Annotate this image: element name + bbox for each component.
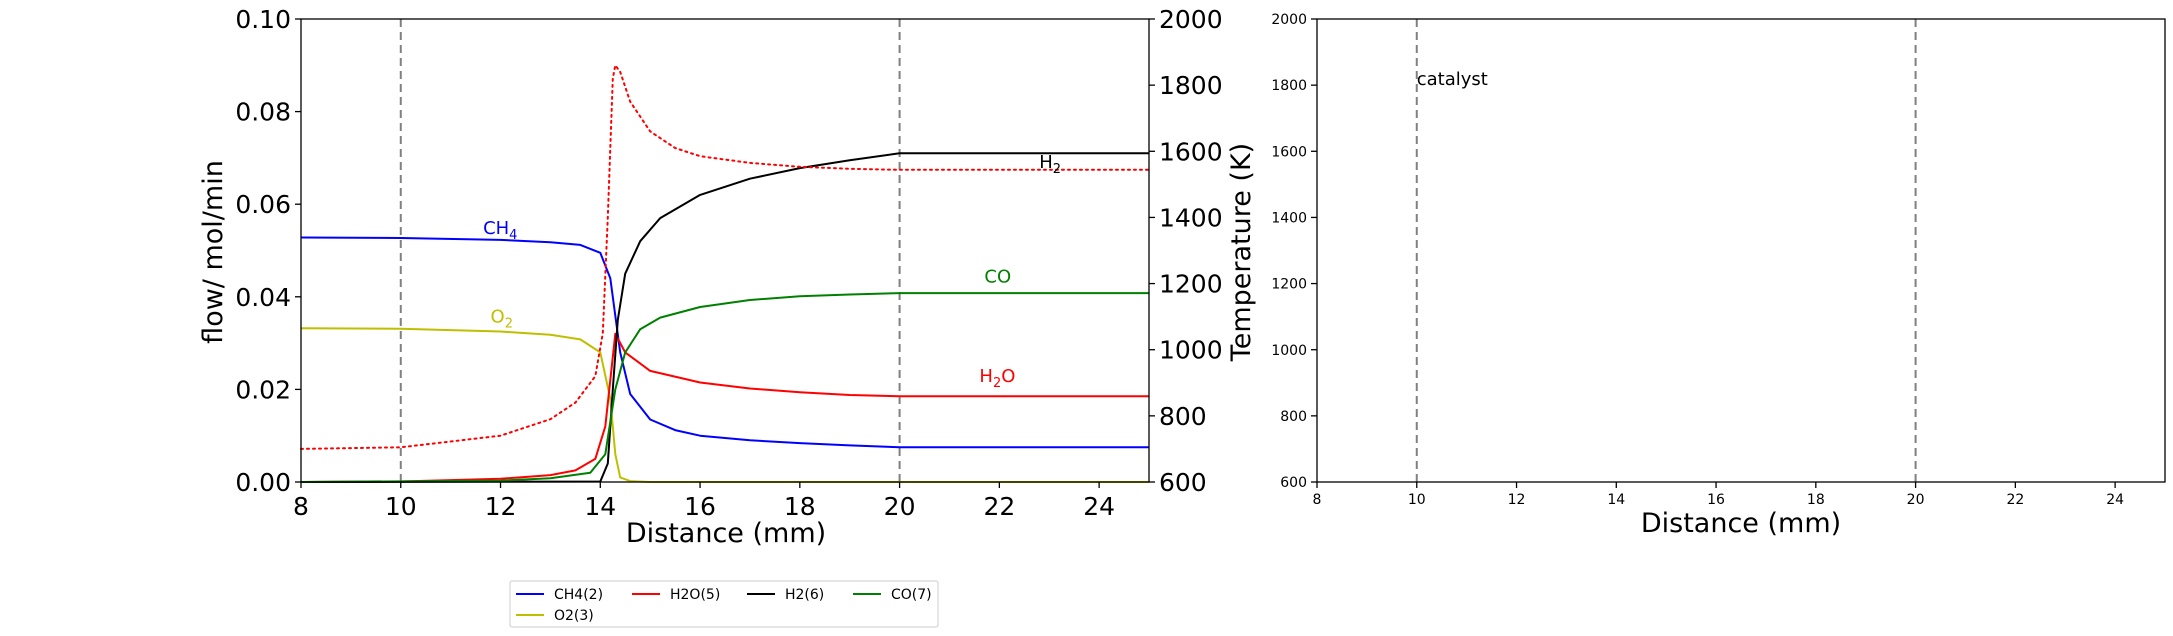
- legend-entry-label: H2O(5): [670, 587, 720, 603]
- y-tick-label: 1600: [1271, 144, 1307, 160]
- series-co-7-line: [300, 292, 1149, 483]
- annotation-label: CO: [984, 266, 1011, 287]
- legend-frame: [509, 580, 939, 628]
- x-tick-label: 12: [485, 492, 517, 521]
- legend-entry-label: H2(6): [785, 587, 824, 603]
- y-tick-label: 1400: [1271, 210, 1307, 226]
- left-y2-axis-label: Temperature (K): [1226, 143, 1257, 362]
- annotation-label: H2O: [979, 366, 1015, 391]
- x-tick-label: 10: [1408, 492, 1426, 508]
- x-tick-label: 22: [2006, 492, 2024, 508]
- annotation-label: CH4: [483, 218, 517, 243]
- plot-frame: [1316, 18, 2166, 483]
- x-tick-label: 24: [2106, 492, 2124, 508]
- annotation-label: O2: [491, 306, 513, 331]
- series-h2-6-line: [300, 152, 1149, 483]
- y2-tick-label: 1000: [1159, 336, 1223, 365]
- plot-frame: [300, 18, 1150, 483]
- x-tick-label: 10: [385, 492, 417, 521]
- y2-tick-label: 800: [1159, 402, 1207, 431]
- y-tick-label: 1800: [1271, 78, 1307, 94]
- y-tick-label: 1000: [1271, 343, 1307, 359]
- x-tick-label: 8: [293, 492, 309, 521]
- catalyst-temperature-chart: Distance (mm) 8 10 12 14 16 18 20 22 24 600 800 100…: [1271, 12, 2166, 539]
- y2-tick-label: 2000: [1159, 5, 1223, 34]
- left-y-axis-label: flow/ mol/min: [198, 160, 229, 344]
- series-ch4-2-line: [300, 236, 1149, 449]
- x-tick-label: 18: [1807, 492, 1825, 508]
- flow-temperature-chart: Distance (mm) flow/ mol/min Temperature …: [198, 5, 1257, 549]
- y2-tick-label: 1400: [1159, 203, 1223, 232]
- series-temperature-line: [300, 64, 1150, 450]
- y-tick-label: 600: [1280, 475, 1307, 491]
- x-tick-label: 24: [1083, 492, 1115, 521]
- legend: CH4(2) H2O(5) H2(6) CO(7) O2(3): [509, 580, 939, 628]
- y-tick-label: 2000: [1271, 12, 1307, 28]
- series-h2o-5-line: [300, 332, 1149, 483]
- legend-entry-label: O2(3): [554, 608, 594, 624]
- y2-tick-label: 1200: [1159, 270, 1223, 299]
- x-tick-label: 16: [684, 492, 716, 521]
- y2-tick-label: 1600: [1159, 137, 1223, 166]
- x-tick-label: 8: [1313, 492, 1322, 508]
- y2-tick-label: 1800: [1159, 71, 1223, 100]
- y-tick-label: 800: [1280, 409, 1307, 425]
- series-o2-3-line: [300, 327, 1149, 483]
- x-tick-label: 14: [1607, 492, 1625, 508]
- y-tick-label: 1200: [1271, 277, 1307, 293]
- y-tick-label: 0.08: [235, 98, 291, 127]
- legend-entry-label: CO(7): [891, 587, 932, 603]
- y-tick-label: 0.00: [235, 468, 291, 497]
- y-tick-label: 0.10: [235, 5, 291, 34]
- x-tick-label: 20: [1907, 492, 1925, 508]
- annotation-label: H2: [1039, 152, 1061, 177]
- x-tick-label: 20: [884, 492, 916, 521]
- annotation-label: catalyst: [1417, 69, 1488, 90]
- x-tick-label: 16: [1707, 492, 1725, 508]
- x-tick-label: 18: [784, 492, 816, 521]
- y2-tick-label: 600: [1159, 468, 1207, 497]
- x-tick-label: 14: [584, 492, 616, 521]
- right-x-axis-label: Distance (mm): [1641, 508, 1841, 539]
- legend-entry-label: CH4(2): [554, 587, 603, 603]
- y-tick-label: 0.04: [235, 283, 291, 312]
- left-x-axis-label: Distance (mm): [626, 518, 826, 549]
- y-tick-label: 0.06: [235, 190, 291, 219]
- y-tick-label: 0.02: [235, 375, 291, 404]
- x-tick-label: 12: [1508, 492, 1526, 508]
- x-tick-label: 22: [983, 492, 1015, 521]
